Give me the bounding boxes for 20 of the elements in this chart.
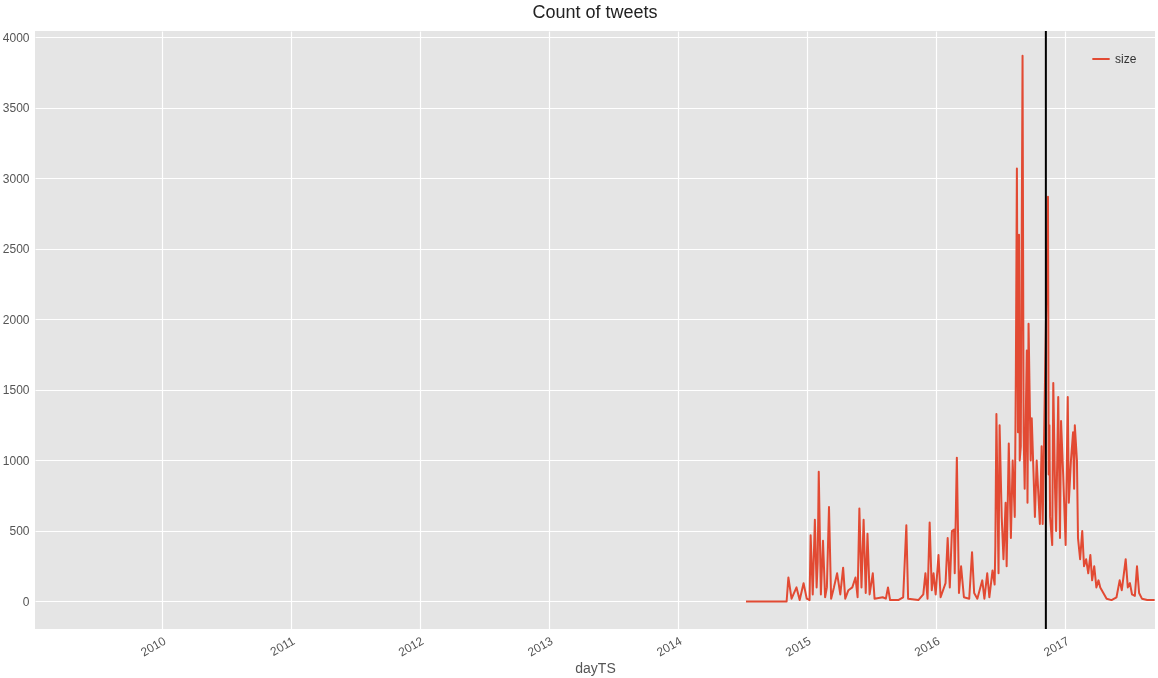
y-tick-label: 500 [9,524,30,539]
y-tick-label: 1000 [2,453,30,468]
legend-label: size [1115,52,1137,66]
x-tick-label: 2014 [654,633,685,660]
line-series [744,54,1155,603]
x-tick-label: 2013 [525,633,556,660]
chart-title: Count of tweets [532,2,658,22]
x-tick-label: 2016 [912,633,943,660]
y-tick-label: 3000 [2,171,30,186]
y-tick-label: 3500 [2,101,30,116]
x-axis-title: dayTS [575,660,616,677]
y-tick-label: 0 [22,595,30,609]
x-tick-label: 2012 [396,633,427,660]
y-tick-label: 2000 [2,312,30,327]
y-tick-label: 1500 [2,383,30,398]
x-tick-label: 2015 [783,633,814,660]
x-tick-label: 2010 [138,633,169,660]
y-tick-label: 4000 [2,30,30,45]
x-tick-label: 2011 [267,633,298,659]
y-tick-label: 2500 [2,242,30,257]
